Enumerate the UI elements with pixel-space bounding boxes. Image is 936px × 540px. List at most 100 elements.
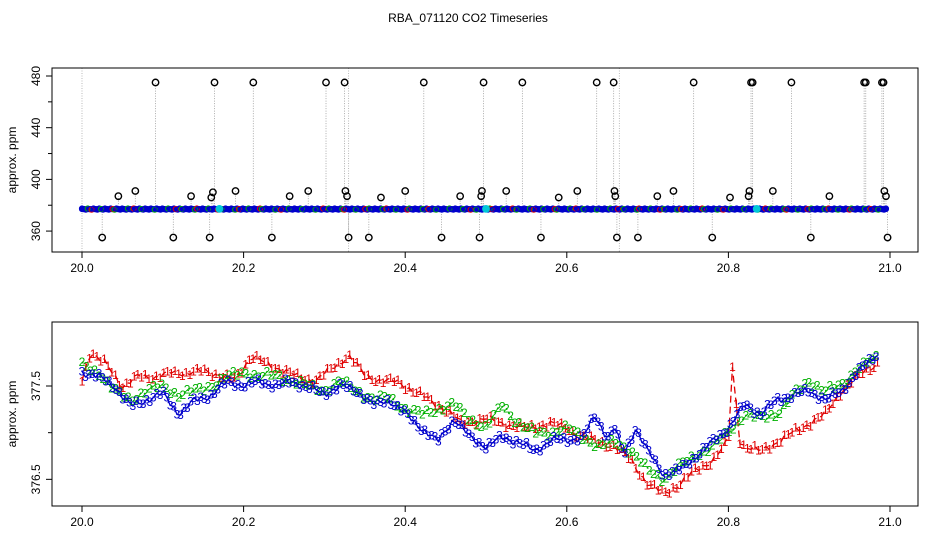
series-1-point-label: 1 xyxy=(740,438,747,452)
series-3-point-label: 3 xyxy=(296,381,303,395)
series-3-point-label: 3 xyxy=(673,461,680,475)
series-2-point-label: 2 xyxy=(150,378,157,392)
series-1-point-label: 1 xyxy=(755,443,762,457)
series-2-point-label: 2 xyxy=(709,438,716,452)
series-3-point-label: 3 xyxy=(761,405,768,419)
outlier-point xyxy=(364,233,373,242)
series-2-point-label: 2 xyxy=(327,384,334,398)
series-3-point-label: 3 xyxy=(605,430,612,444)
series-2-point-label: 2 xyxy=(306,379,313,393)
series-1-point-label: 1 xyxy=(729,360,736,374)
series-3-point-label: 3 xyxy=(150,391,157,405)
series-2-point-label: 2 xyxy=(583,433,590,447)
series-2-point-label: 2 xyxy=(184,383,191,397)
series-2-point-label: 2 xyxy=(663,472,670,486)
series-3-point-label: 3 xyxy=(221,377,228,391)
series-1-point-label: 1 xyxy=(521,420,528,434)
series-1-point-label: 1 xyxy=(562,422,569,436)
series-2-point-label: 2 xyxy=(121,391,128,405)
outlier-point xyxy=(419,78,428,87)
series-2-point-label: 2 xyxy=(402,402,409,416)
series-2-point-label: 2 xyxy=(696,449,703,463)
series-1-point-label: 1 xyxy=(142,368,149,382)
top-plot-frame xyxy=(51,67,919,253)
series-1-point-label: 1 xyxy=(514,421,521,435)
series-3-point-label: 3 xyxy=(516,436,523,450)
series-2-point-label: 2 xyxy=(108,382,115,396)
series-1-point-label: 1 xyxy=(770,438,777,452)
series-3-point-label: 3 xyxy=(228,375,235,389)
bottom-x-tick-label: 20.8 xyxy=(717,515,741,529)
series-1-point-label: 1 xyxy=(517,416,524,430)
outlier-point xyxy=(210,78,219,87)
series-3-point-label: 3 xyxy=(174,407,181,421)
series-3-point-label: 3 xyxy=(530,443,537,457)
series-3-point-label: 3 xyxy=(357,387,364,401)
series-3-point-label: 3 xyxy=(415,421,422,435)
outlier-point xyxy=(169,233,178,242)
series-3-point-label: 3 xyxy=(204,393,211,407)
series-2-point-label: 2 xyxy=(549,425,556,439)
series-1-point-label: 1 xyxy=(603,440,610,454)
series-3-point-label: 3 xyxy=(628,433,635,447)
series-3-point-label: 3 xyxy=(757,408,764,422)
outlier-point xyxy=(768,187,777,195)
series-3-point-label: 3 xyxy=(82,370,89,384)
series-1-point-label: 1 xyxy=(733,397,740,411)
series-3-point-label: 3 xyxy=(679,458,686,472)
outlier-point xyxy=(377,193,385,202)
series-1-point-label: 1 xyxy=(194,361,201,375)
series-2-point-label: 2 xyxy=(785,396,792,410)
series-3-point-label: 3 xyxy=(486,435,493,449)
series-3-point-label: 3 xyxy=(225,373,232,387)
series-2-point-label: 2 xyxy=(314,384,321,398)
series-3-point-label: 3 xyxy=(320,384,327,398)
series-2-point-label: 2 xyxy=(776,407,783,421)
series-1-point-label: 1 xyxy=(443,405,450,419)
series-3-point-label: 3 xyxy=(116,385,123,399)
series-3-point-label: 3 xyxy=(574,435,581,449)
series-1-point-label: 1 xyxy=(439,402,446,416)
outlier-point xyxy=(861,78,870,87)
series-2-point-label: 2 xyxy=(373,393,380,407)
series-3-point-label: 3 xyxy=(411,414,418,428)
series-1-point-label: 1 xyxy=(90,347,97,361)
series-1-point-label: 1 xyxy=(138,370,145,384)
series-1-point-label: 1 xyxy=(428,393,435,407)
bottom-y-tick-label: 376.5 xyxy=(29,464,43,494)
series-1-point-label: 1 xyxy=(383,373,390,387)
series-3-point-label: 3 xyxy=(710,431,717,445)
series-1-point-label: 1 xyxy=(874,356,881,370)
series-2-point-label: 2 xyxy=(222,371,229,385)
series-2-point-label: 2 xyxy=(646,464,653,478)
series-2-point-label: 2 xyxy=(726,425,733,439)
series-2-point-label: 2 xyxy=(717,433,724,447)
series-3-point-label: 3 xyxy=(459,418,466,432)
series-3-point-label: 3 xyxy=(659,468,666,482)
series-1-point-label: 1 xyxy=(101,352,108,366)
series-2-point-label: 2 xyxy=(822,384,829,398)
series-2-point-label: 2 xyxy=(419,407,426,421)
series-2-point-label: 2 xyxy=(566,422,573,436)
series-1-point-label: 1 xyxy=(748,442,755,456)
series-3-point-label: 3 xyxy=(180,401,187,415)
series-3-point-label: 3 xyxy=(367,393,374,407)
series-3-point-label: 3 xyxy=(700,441,707,455)
series-2-point-label: 2 xyxy=(671,465,678,479)
series-3-point-label: 3 xyxy=(642,437,649,451)
series-3-point-label: 3 xyxy=(764,397,771,411)
series-2-point-label: 2 xyxy=(759,409,766,423)
series-3-point-label: 3 xyxy=(869,354,876,368)
bottom-x-axis: 20.0 20.2 20.4 20.6 20.8 21.0 xyxy=(70,505,902,529)
series-3-point-label: 3 xyxy=(89,367,96,381)
series-1-point-label: 1 xyxy=(317,369,324,383)
series-2-point-label: 2 xyxy=(238,365,245,379)
series-1-point-label: 1 xyxy=(127,376,134,390)
series-2-point-label: 2 xyxy=(137,386,144,400)
series-2-point-label: 2 xyxy=(654,468,661,482)
series-3-point-label: 3 xyxy=(306,382,313,396)
series-1-point-label: 1 xyxy=(681,471,688,485)
series-1-point-label: 1 xyxy=(164,364,171,378)
series-1-point-label: 1 xyxy=(696,464,703,478)
series-2-point-label: 2 xyxy=(734,415,741,429)
